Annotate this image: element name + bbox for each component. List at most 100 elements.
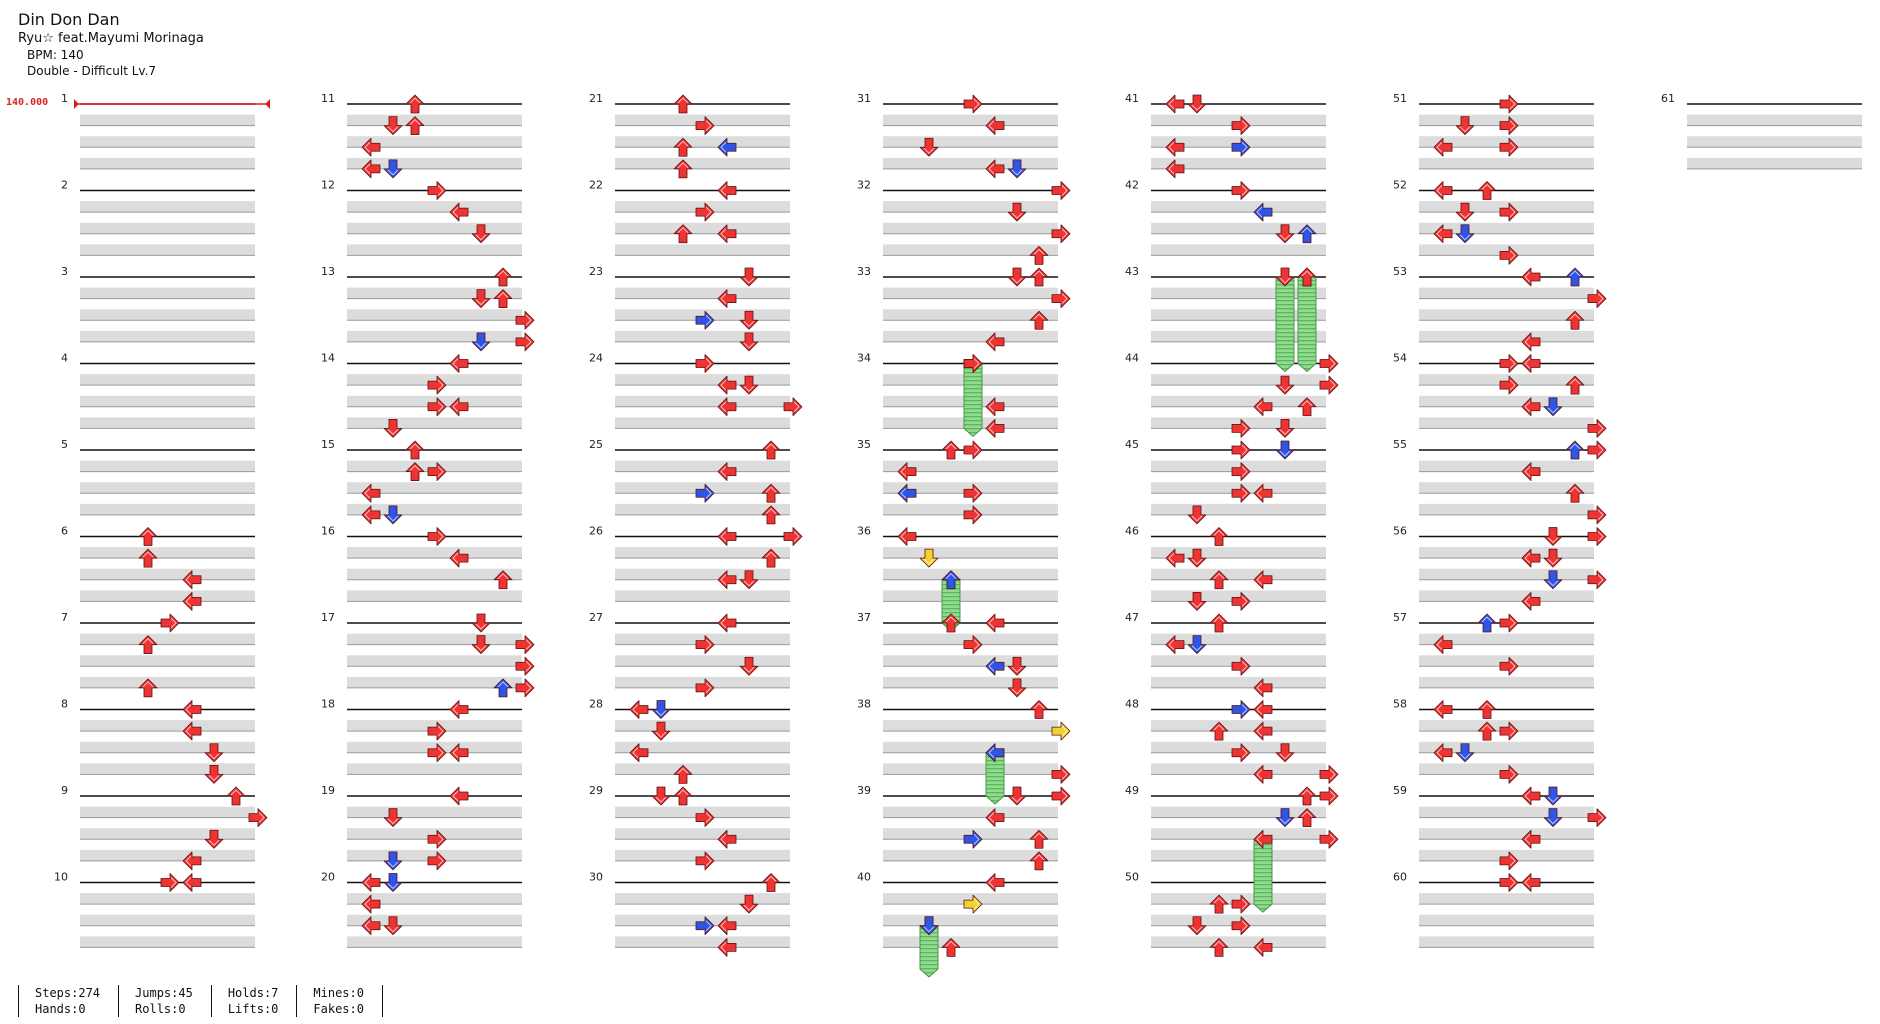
note-up-arrow xyxy=(673,159,693,179)
note-right-arrow xyxy=(963,483,983,503)
note-left-arrow xyxy=(717,527,737,546)
note-left-arrow xyxy=(985,808,1005,828)
beat-band xyxy=(615,114,790,126)
beat-band xyxy=(1419,136,1594,148)
note-up-arrow xyxy=(1477,181,1497,200)
note-left-arrow xyxy=(1165,94,1185,114)
beat-band xyxy=(347,309,522,321)
note-left-arrow xyxy=(182,873,202,892)
beat-band xyxy=(615,828,790,840)
note-up-arrow xyxy=(1029,851,1049,871)
note-left-arrow xyxy=(985,332,1005,352)
note-left-arrow xyxy=(897,483,917,503)
note-right-arrow xyxy=(1231,137,1251,157)
note-up-arrow xyxy=(405,94,425,114)
note-left-arrow xyxy=(361,137,381,157)
measure-number: 9 xyxy=(61,784,68,797)
measure-10: 10 xyxy=(54,871,255,948)
note-right-arrow xyxy=(1231,700,1251,719)
note-down-arrow xyxy=(1187,548,1207,568)
note-right-arrow xyxy=(1319,786,1339,806)
beat-band xyxy=(1419,330,1594,342)
note-right-arrow xyxy=(1051,289,1071,309)
beat-band xyxy=(883,157,1058,169)
note-up-arrow xyxy=(673,137,693,157)
measure-number: 20 xyxy=(321,871,335,884)
note-right-arrow xyxy=(963,829,983,849)
beat-band xyxy=(883,806,1058,818)
note-left-arrow xyxy=(1433,743,1453,763)
measure-number: 39 xyxy=(857,784,871,797)
measure-number: 41 xyxy=(1125,92,1139,105)
note-down-arrow xyxy=(471,224,491,244)
note-right-arrow xyxy=(695,916,715,936)
note-right-arrow xyxy=(1231,483,1251,503)
note-right-arrow xyxy=(1319,375,1339,395)
note-right-arrow xyxy=(427,527,447,546)
beat-band xyxy=(347,287,522,299)
note-left-arrow xyxy=(717,375,737,395)
note-up-arrow xyxy=(941,613,961,633)
measure-60: 60 xyxy=(1393,871,1594,948)
beat-band xyxy=(347,741,522,753)
note-right-arrow xyxy=(427,721,447,741)
note-left-arrow xyxy=(182,721,202,741)
note-down-arrow xyxy=(1275,440,1295,460)
note-up-arrow xyxy=(1209,894,1229,914)
note-right-arrow xyxy=(1231,591,1251,611)
note-right-arrow xyxy=(1231,743,1251,763)
song-artist: Ryu☆ feat.Mayumi Morinaga xyxy=(18,31,204,46)
measure-45: 45 xyxy=(1125,438,1326,516)
note-up-arrow xyxy=(1297,397,1317,417)
beat-band xyxy=(883,763,1058,775)
beat-band xyxy=(615,395,790,407)
note-left-arrow xyxy=(1253,570,1273,590)
beat-band xyxy=(347,136,522,148)
note-right-arrow xyxy=(1499,116,1519,136)
beat-band xyxy=(883,633,1058,645)
note-left-arrow xyxy=(1521,591,1541,611)
note-right-arrow xyxy=(1587,527,1607,546)
beat-band xyxy=(1151,741,1326,753)
note-right-arrow xyxy=(1587,289,1607,309)
beat-band xyxy=(80,503,255,515)
note-right-arrow xyxy=(1587,418,1607,438)
measure-number: 27 xyxy=(589,611,603,624)
note-left-arrow xyxy=(449,700,469,719)
measure-58: 58 xyxy=(1393,698,1594,775)
beat-band xyxy=(883,590,1058,602)
beat-band xyxy=(615,244,790,256)
measure-51: 51 xyxy=(1393,92,1594,170)
note-down-arrow xyxy=(651,786,671,806)
note-up-arrow xyxy=(1029,310,1049,330)
measure-53: 53 xyxy=(1393,265,1594,343)
note-up-arrow xyxy=(1477,613,1497,633)
measure-12: 12 xyxy=(321,179,522,256)
note-left-arrow xyxy=(985,397,1005,417)
beat-band xyxy=(1151,374,1326,386)
note-down-arrow xyxy=(1007,202,1027,222)
note-right-arrow xyxy=(1587,505,1607,525)
measure-number: 53 xyxy=(1393,265,1407,278)
note-down-arrow xyxy=(1275,418,1295,438)
song-title: Din Don Dan xyxy=(18,10,120,29)
measure-61: 61 xyxy=(1661,92,1862,170)
measure-37: 37 xyxy=(857,611,1058,689)
beat-band xyxy=(80,201,255,213)
beat-band xyxy=(1151,849,1326,861)
measure-number: 31 xyxy=(857,92,871,105)
note-up-arrow xyxy=(941,570,961,590)
measure-number: 45 xyxy=(1125,438,1139,451)
beat-band xyxy=(883,330,1058,342)
beat-band xyxy=(1151,114,1326,126)
note-left-arrow xyxy=(361,916,381,936)
measure-number: 12 xyxy=(321,179,335,192)
note-left-arrow xyxy=(985,613,1005,633)
beat-band xyxy=(1151,893,1326,905)
beat-band xyxy=(80,893,255,905)
note-up-arrow xyxy=(1565,375,1585,395)
note-right-arrow xyxy=(963,894,983,914)
measure-number: 13 xyxy=(321,265,335,278)
note-left-arrow xyxy=(1433,635,1453,655)
note-right-arrow xyxy=(248,808,268,828)
